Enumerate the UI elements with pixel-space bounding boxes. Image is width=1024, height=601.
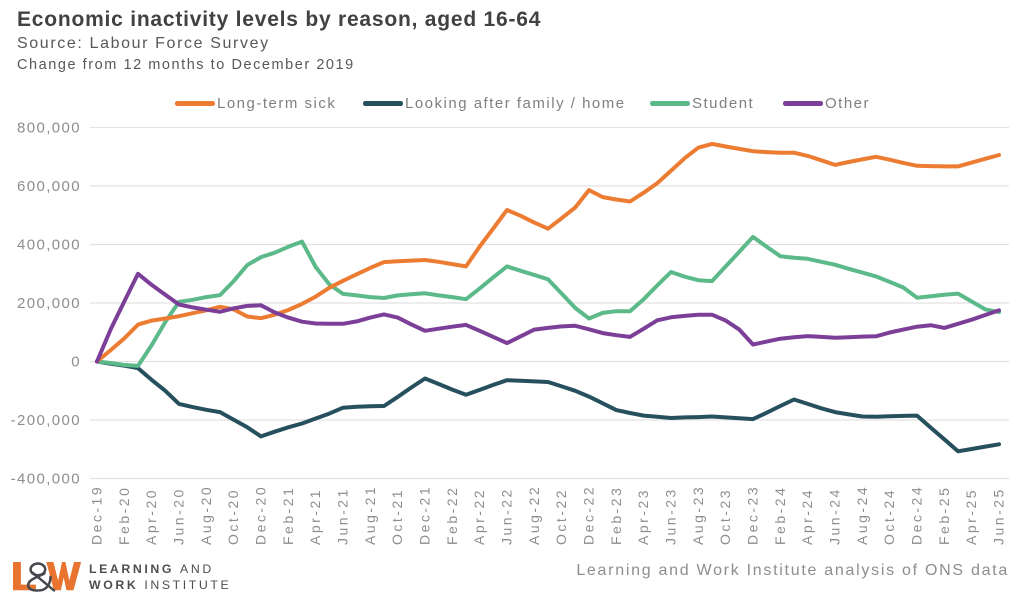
- svg-text:Apr-20: Apr-20: [143, 488, 159, 545]
- svg-text:Dec-20: Dec-20: [253, 485, 269, 545]
- svg-text:600,000: 600,000: [17, 178, 81, 195]
- svg-text:Apr-23: Apr-23: [635, 488, 651, 545]
- svg-text:Feb-23: Feb-23: [608, 486, 624, 545]
- svg-text:400,000: 400,000: [17, 237, 81, 254]
- svg-text:Jun-21: Jun-21: [335, 487, 351, 545]
- svg-text:0: 0: [71, 354, 81, 371]
- svg-text:Jun-20: Jun-20: [171, 487, 187, 545]
- svg-text:Oct-20: Oct-20: [225, 488, 241, 545]
- svg-text:Feb-20: Feb-20: [116, 486, 132, 545]
- svg-text:Dec-23: Dec-23: [745, 485, 761, 545]
- svg-text:Feb-25: Feb-25: [936, 486, 952, 545]
- svg-text:Aug-21: Aug-21: [362, 485, 378, 545]
- svg-text:Apr-21: Apr-21: [307, 488, 323, 545]
- svg-text:Jun-25: Jun-25: [991, 487, 1007, 545]
- svg-text:Apr-22: Apr-22: [471, 488, 487, 545]
- svg-text:Apr-25: Apr-25: [963, 488, 979, 545]
- svg-text:Jun-22: Jun-22: [499, 487, 515, 545]
- svg-text:-200,000: -200,000: [11, 412, 81, 429]
- svg-text:Dec-24: Dec-24: [909, 485, 925, 545]
- svg-text:Feb-24: Feb-24: [772, 486, 788, 545]
- svg-text:800,000: 800,000: [17, 120, 81, 137]
- svg-text:Oct-22: Oct-22: [553, 488, 569, 545]
- svg-text:Jun-23: Jun-23: [663, 487, 679, 545]
- svg-text:Apr-24: Apr-24: [799, 488, 815, 545]
- svg-text:Oct-23: Oct-23: [717, 488, 733, 545]
- svg-text:Aug-20: Aug-20: [198, 485, 214, 545]
- svg-text:Oct-21: Oct-21: [389, 488, 405, 545]
- svg-text:Aug-22: Aug-22: [526, 485, 542, 545]
- svg-text:Dec-21: Dec-21: [417, 485, 433, 545]
- svg-text:Dec-22: Dec-22: [581, 485, 597, 545]
- svg-text:Feb-22: Feb-22: [444, 486, 460, 545]
- svg-text:200,000: 200,000: [17, 295, 81, 312]
- svg-text:Aug-24: Aug-24: [854, 485, 870, 545]
- svg-text:Aug-23: Aug-23: [690, 485, 706, 545]
- svg-text:Dec-19: Dec-19: [89, 485, 105, 545]
- svg-text:Feb-21: Feb-21: [280, 486, 296, 545]
- svg-text:Jun-24: Jun-24: [827, 487, 843, 545]
- svg-text:-400,000: -400,000: [11, 471, 81, 488]
- svg-text:Oct-24: Oct-24: [881, 488, 897, 545]
